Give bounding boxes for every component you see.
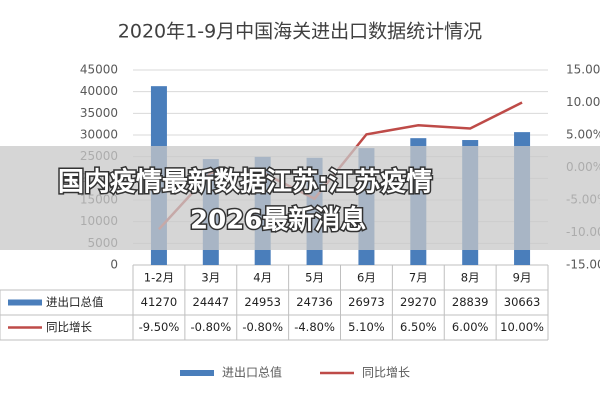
legend-label: 同比增长 xyxy=(362,366,410,380)
y-tick-label: 35000 xyxy=(80,106,118,120)
table-cell: -9.50% xyxy=(139,320,180,334)
x-tick-label: 7月 xyxy=(409,271,428,285)
table-cell: 29270 xyxy=(400,295,437,309)
table-row-label: 同比增长 xyxy=(46,320,92,334)
table-cell: 30663 xyxy=(504,295,541,309)
table-cell: 41270 xyxy=(141,295,178,309)
legend-label: 进出口总值 xyxy=(222,365,282,380)
banner-text: 国内疫情最新数据江苏:江苏疫情 xyxy=(58,167,432,198)
table-cell: 28839 xyxy=(452,295,489,309)
y2-tick-label: 15.00% xyxy=(566,63,600,77)
table-cell: -0.80% xyxy=(242,320,283,334)
banner-background xyxy=(0,146,600,250)
chart-title: 2020年1-9月中国海关进出口数据统计情况 xyxy=(118,21,482,43)
y-tick-label: 30000 xyxy=(80,128,118,142)
table-row-label: 进出口总值 xyxy=(46,295,104,309)
legend-icon xyxy=(180,370,214,376)
y-tick-label: 40000 xyxy=(80,84,118,98)
y2-tick-label: 10.00% xyxy=(566,95,600,109)
y-tick-label: 0 xyxy=(110,258,118,272)
y-tick-label: 45000 xyxy=(80,63,118,77)
x-tick-label: 1-2月 xyxy=(144,271,174,285)
banner-text: 2026最新消息 xyxy=(190,205,366,236)
table-cell: 24447 xyxy=(193,295,230,309)
x-tick-label: 8月 xyxy=(461,271,480,285)
y2-tick-label: 5.00% xyxy=(566,128,600,142)
table-cell: 6.50% xyxy=(400,320,437,334)
y2-tick-label: -15.00% xyxy=(566,258,600,272)
table-cell: 26973 xyxy=(348,295,385,309)
table-cell: 10.00% xyxy=(500,320,544,334)
table-legend-icon xyxy=(8,299,42,306)
table-cell: 24953 xyxy=(244,295,281,309)
x-tick-label: 4月 xyxy=(253,271,272,285)
table-cell: 6.00% xyxy=(452,320,489,334)
x-tick-label: 3月 xyxy=(201,271,220,285)
table-cell: 5.10% xyxy=(348,320,385,334)
x-tick-label: 6月 xyxy=(357,271,376,285)
table-cell: -0.80% xyxy=(190,320,231,334)
table-cell: 24736 xyxy=(296,295,333,309)
table-cell: -4.80% xyxy=(294,320,335,334)
x-tick-label: 5月 xyxy=(305,271,324,285)
x-tick-label: 9月 xyxy=(513,271,532,285)
